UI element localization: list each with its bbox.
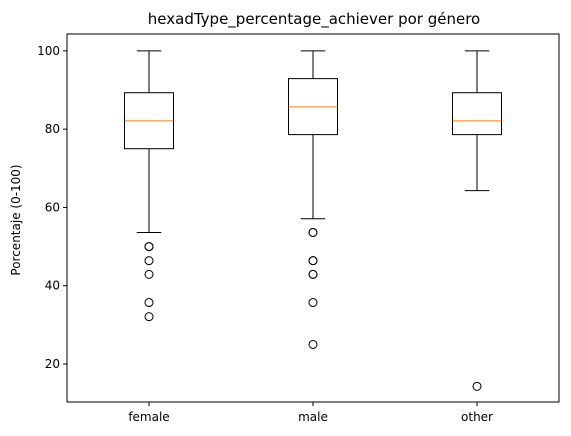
y-tick-label: 100: [37, 44, 60, 58]
outlier-point: [144, 312, 154, 322]
y-tick-label: 20: [45, 357, 60, 371]
outlier-point: [308, 298, 318, 308]
outlier-point: [472, 381, 482, 391]
y-tick-label: 60: [45, 200, 60, 214]
outlier-point: [308, 256, 318, 266]
outlier-point: [308, 269, 318, 279]
chart-title: hexadType_percentage_achiever por género: [148, 10, 480, 29]
outlier-point: [144, 269, 154, 279]
outlier-point: [308, 339, 318, 349]
x-tick-label: female: [128, 410, 169, 424]
outlier-point: [144, 298, 154, 308]
y-tick-label: 40: [45, 279, 60, 293]
plot-area: 20 40 60 80 100 female male other: [37, 33, 560, 424]
x-tick-label: male: [298, 410, 328, 424]
x-tick-label: other: [461, 410, 493, 424]
box-other: [452, 92, 502, 136]
outlier-point: [308, 227, 318, 237]
outlier-point: [144, 242, 154, 252]
y-axis-label: Porcentaje (0-100): [9, 164, 23, 275]
outlier-point: [144, 256, 154, 266]
y-tick-label: 80: [45, 122, 60, 136]
